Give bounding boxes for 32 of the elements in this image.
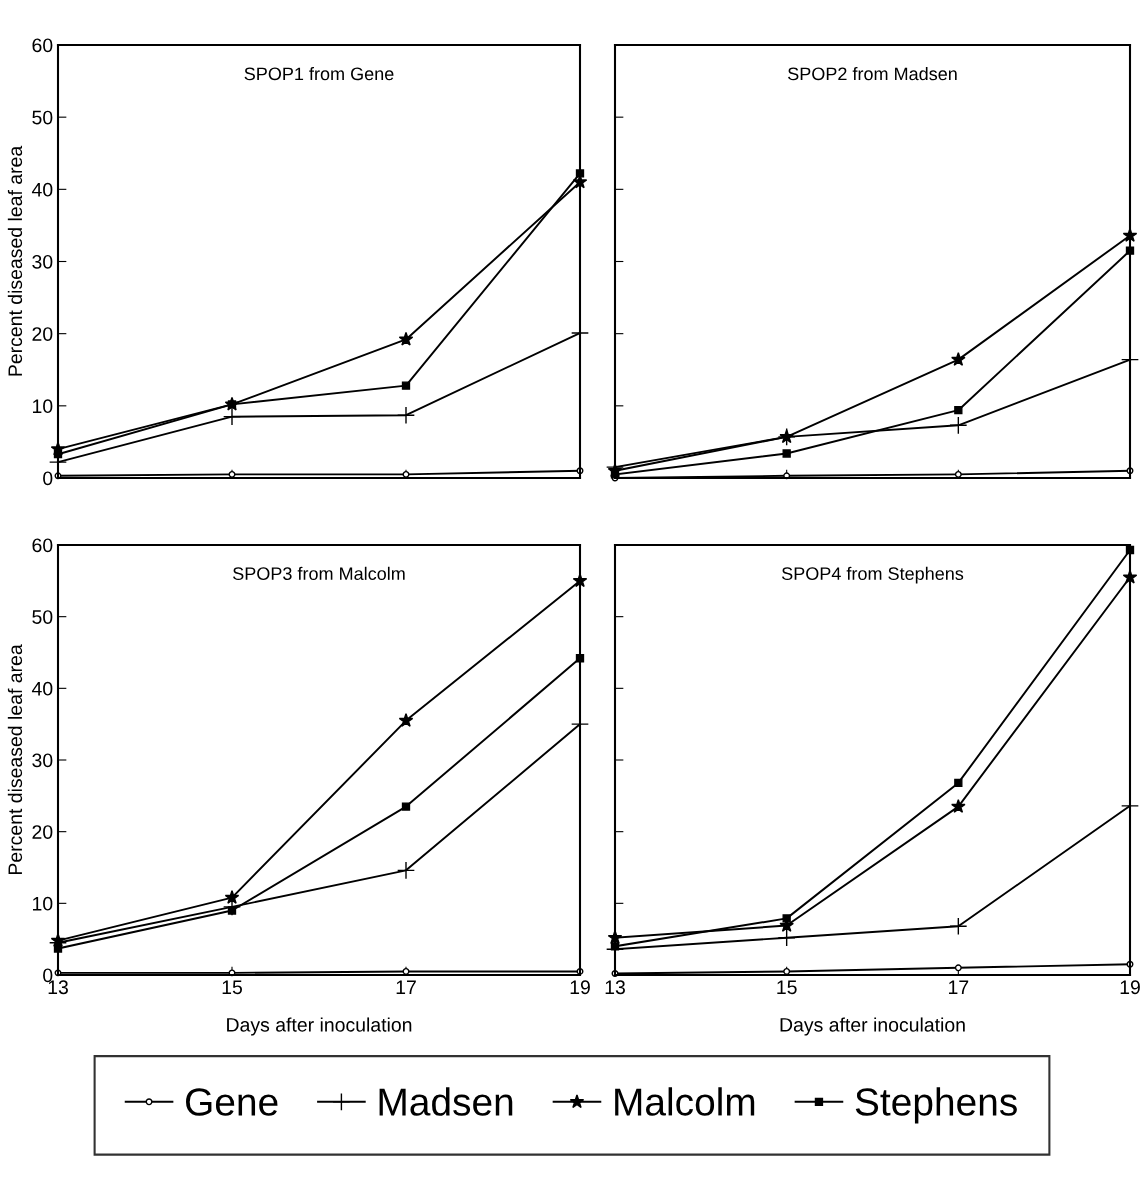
x-tick-label: 15 xyxy=(777,980,797,995)
y-tick-label: 20 xyxy=(32,327,53,341)
text: SPOP4 from Stephens xyxy=(782,566,964,584)
legend-label: Stephens xyxy=(855,1087,1017,1124)
y-tick-label: 50 xyxy=(32,110,53,125)
legend-label: Gene xyxy=(186,1088,278,1116)
y-tick-label: 40 xyxy=(31,182,53,197)
legend-label: Malcolm xyxy=(615,1087,755,1116)
y-tick-label: 60 xyxy=(32,38,53,53)
y-axis-title: Percent diseased leaf area xyxy=(7,145,23,376)
legend-label: Madsen xyxy=(379,1087,513,1116)
text: SPOP3 from Malcolm xyxy=(233,566,405,581)
y-tick-label: 30 xyxy=(32,254,53,269)
y-tick-label: 0 xyxy=(43,471,53,486)
y-tick-label: 60 xyxy=(32,538,53,553)
y-tick-label: 10 xyxy=(33,896,53,911)
y-tick-label: 50 xyxy=(32,610,53,624)
x-tick-label: 19 xyxy=(1120,980,1140,995)
text: SPOP2 from Madsen xyxy=(788,66,957,81)
x-tick-label: 17 xyxy=(949,980,969,994)
x-tick-label: 13 xyxy=(605,980,625,995)
x-tick-label: 17 xyxy=(396,980,416,994)
y-axis-title: Percent diseased leaf area xyxy=(7,644,23,875)
y-tick-label: 40 xyxy=(31,681,53,696)
y-tick-label: 20 xyxy=(32,825,53,839)
x-tick-label: 15 xyxy=(222,980,242,995)
y-tick-label: 30 xyxy=(32,753,53,768)
x-tick-label: 19 xyxy=(570,980,590,995)
y-tick-label: 10 xyxy=(33,399,53,414)
text: SPOP1 from Gene xyxy=(244,67,394,81)
x-axis-title: Days after inoculation xyxy=(227,1017,412,1036)
x-axis-title: Days after inoculation xyxy=(780,1017,965,1036)
